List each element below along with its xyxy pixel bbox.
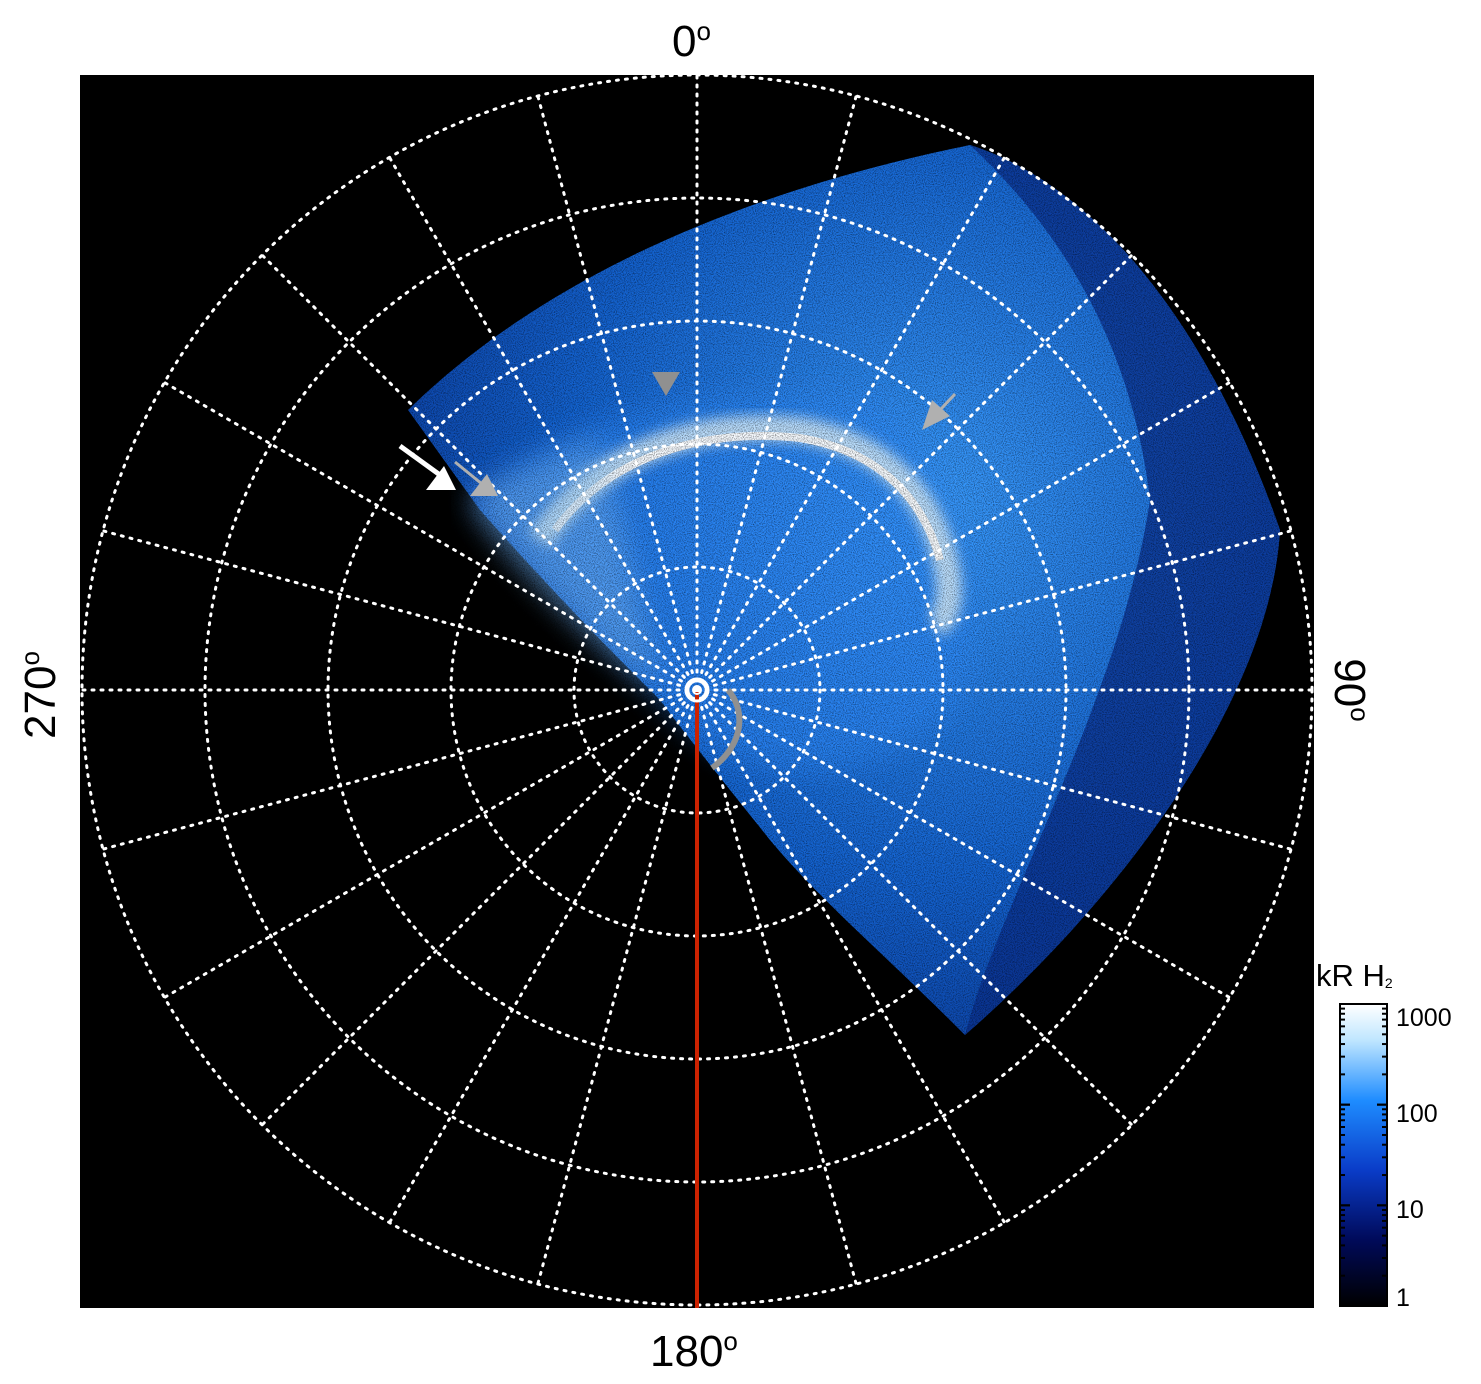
grid-meridian	[101, 529, 699, 692]
colorbar-tick-label: 10	[1396, 1196, 1424, 1224]
arrow-white-icon	[398, 443, 456, 490]
grid-meridian	[101, 688, 699, 851]
grid-meridian	[695, 688, 1006, 1225]
azimuth-label-left: 270o	[15, 651, 65, 739]
grid-meridian	[695, 688, 1232, 999]
grid-meridian	[162, 381, 699, 692]
arrow-gray-left-icon	[454, 460, 498, 496]
grid-meridian	[260, 688, 699, 1127]
grid-meridian	[388, 155, 699, 692]
colorbar-title: kR H2	[1316, 958, 1393, 993]
colorbar-tick-label: 1	[1396, 1284, 1410, 1312]
colorbar-tick-label: 100	[1396, 1100, 1438, 1128]
grid-meridian	[162, 688, 699, 999]
azimuth-label-right: 90o	[1325, 658, 1375, 722]
grid-meridian	[695, 381, 1232, 692]
pole-marker	[684, 677, 710, 703]
azimuth-label-bottom: 180o	[650, 1326, 738, 1376]
grid-meridian	[536, 94, 699, 692]
arrow-gray-right-icon	[922, 392, 957, 430]
grid-meridian	[536, 688, 699, 1286]
colorbar	[1339, 1003, 1388, 1307]
grid-meridian	[695, 253, 1134, 692]
arrow-gray-top-icon	[652, 372, 680, 396]
arc-marker	[710, 687, 743, 771]
aurora-emission	[408, 145, 1280, 1035]
grid-meridian	[695, 94, 858, 692]
grid-meridian	[695, 688, 1293, 851]
grid-meridian	[695, 529, 1293, 692]
grid-meridian	[695, 155, 1006, 692]
grid-ring	[572, 565, 822, 815]
azimuth-label-top: 0o	[672, 16, 711, 66]
colorbar-tick-label: 1000	[1396, 1004, 1452, 1032]
grid-meridian	[388, 688, 699, 1225]
grid-meridian	[695, 688, 858, 1286]
grid-meridian	[695, 688, 1134, 1127]
grid-meridian	[260, 253, 699, 692]
